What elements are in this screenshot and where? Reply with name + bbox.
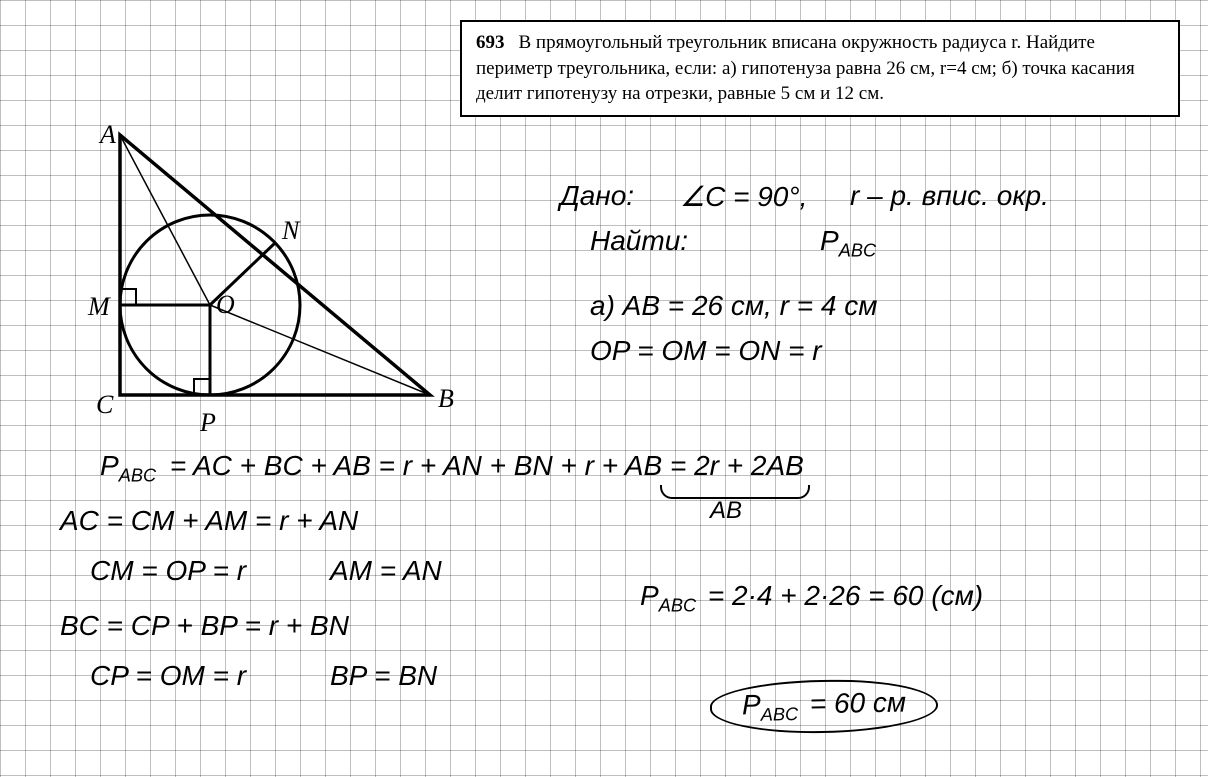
label-b: B (438, 384, 454, 413)
cm-eq: CM = OP = r (90, 555, 246, 587)
calc-line: PABC = 2·4 + 2·26 = 60 (см) (640, 580, 983, 617)
bp-eq: BP = BN (330, 660, 437, 692)
perimeter-line: PABC = AC + BC + AB = r + AN + BN + r + … (100, 450, 804, 487)
label-c: C (96, 390, 114, 419)
label-p: P (199, 408, 216, 435)
geometry-diagram: A B C M N O P (60, 115, 460, 435)
brace-label: AB (710, 497, 742, 525)
am-eq: AM = AN (330, 555, 442, 587)
line-ob (210, 305, 430, 395)
given-angle: ∠C = 90°, (680, 180, 807, 213)
given-label: Дано: (560, 180, 634, 212)
label-a: A (98, 120, 116, 149)
bc-eq: BC = CP + BP = r + BN (60, 610, 349, 642)
problem-text: В прямоугольный треугольник вписана окру… (476, 32, 1135, 104)
find-value: PABC (820, 225, 876, 262)
problem-box: 693В прямоугольный треугольник вписана о… (460, 20, 1180, 117)
triangle (120, 135, 430, 395)
label-n: N (281, 216, 301, 245)
label-m: M (87, 292, 111, 321)
problem-number: 693 (476, 32, 505, 53)
ac-eq: AC = CM + AM = r + AN (60, 505, 358, 537)
part-a: а) AB = 26 см, r = 4 см (590, 290, 877, 322)
radii-eq: OP = OM = ON = r (590, 335, 822, 367)
cp-eq: CP = OM = r (90, 660, 246, 692)
label-o: O (216, 290, 235, 319)
given-r: r – р. впис. окр. (850, 180, 1049, 212)
line-oa (120, 135, 210, 305)
find-label: Найти: (590, 225, 688, 257)
